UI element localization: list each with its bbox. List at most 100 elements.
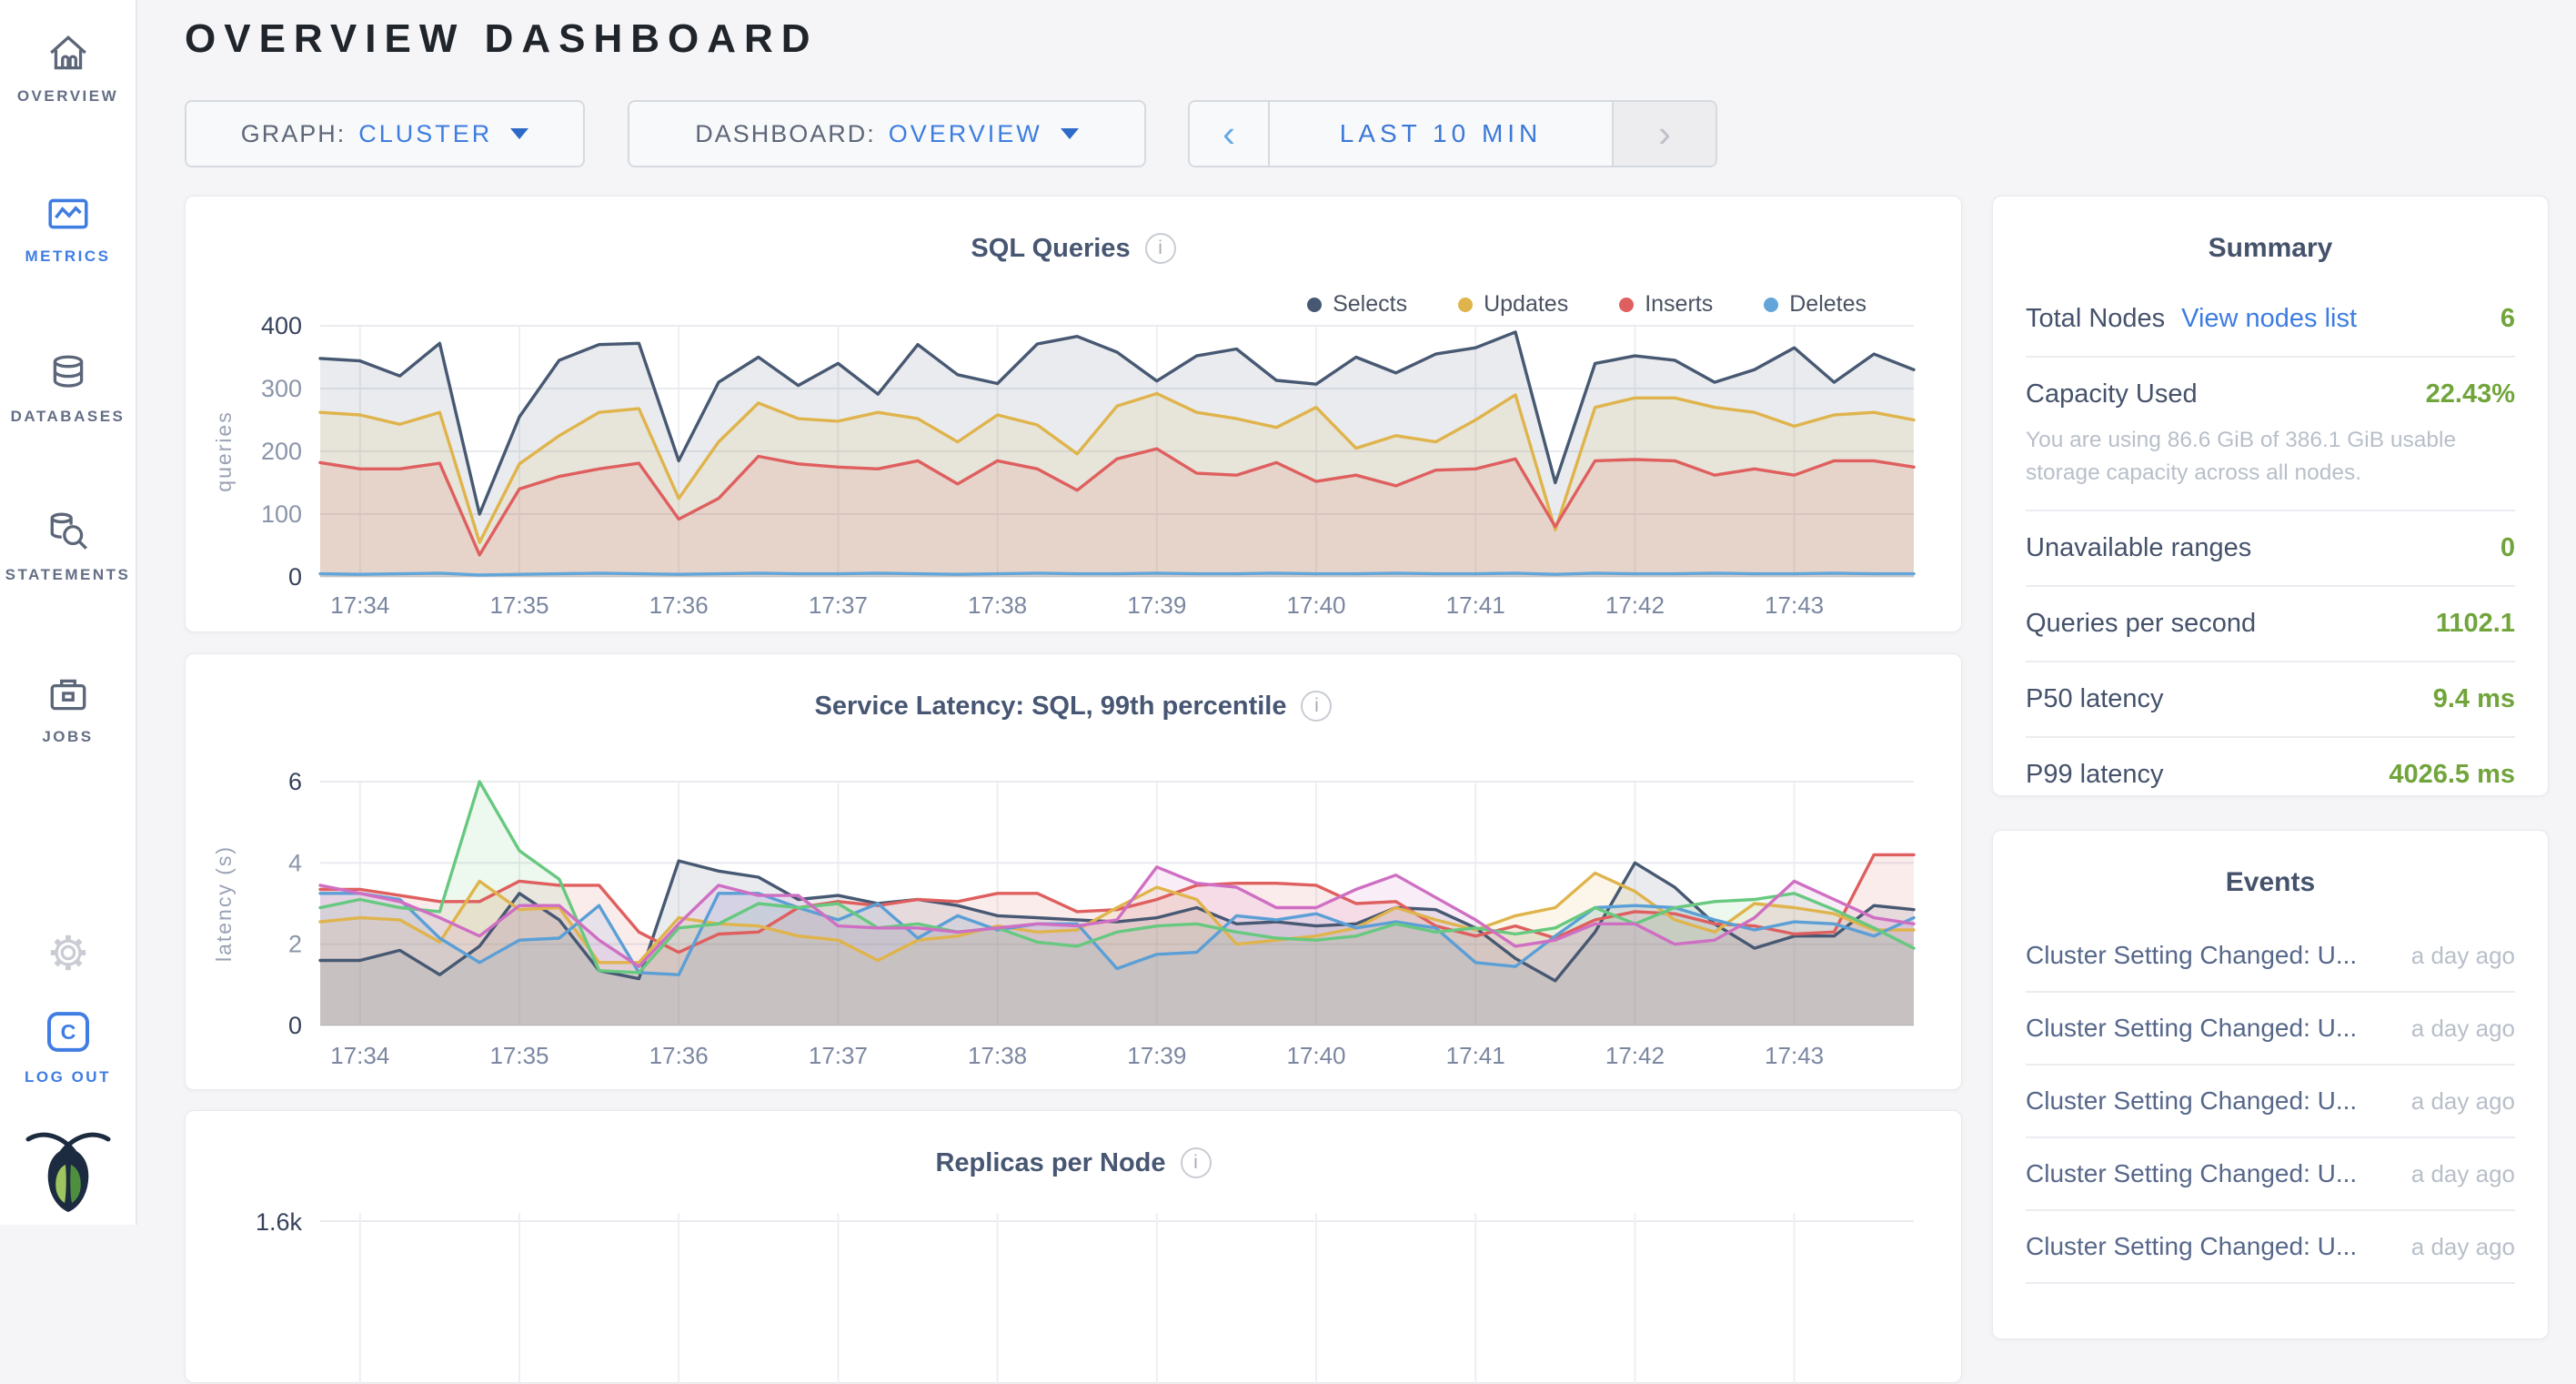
- chevron-down-icon: [1060, 128, 1079, 139]
- event-row: Cluster Setting Changed: U... a day ago: [2026, 993, 2515, 1066]
- page-title: OVERVIEW DASHBOARD: [185, 16, 819, 61]
- chart-legend: Selects Updates Inserts Deletes: [1307, 291, 1867, 318]
- chart-title-row: SQL Queries: [186, 233, 1961, 264]
- summary-label: Total Nodes: [2026, 304, 2166, 333]
- svg-text:17:35: 17:35: [489, 1042, 548, 1069]
- event-label: Cluster Setting Changed: U...: [2026, 1232, 2358, 1260]
- legend-dot: [1764, 297, 1779, 312]
- summary-row-capacity: Capacity Used 22.43%: [2026, 358, 2515, 431]
- event-row: Cluster Setting Changed: U... a day ago: [2026, 1138, 2515, 1211]
- summary-label: Queries per second: [2026, 609, 2257, 638]
- sidebar-item-databases[interactable]: DATABASES: [0, 351, 136, 426]
- svg-text:200: 200: [261, 438, 302, 465]
- graph-dropdown[interactable]: GRAPH: CLUSTER: [185, 100, 585, 167]
- event-time: a day ago: [2410, 1232, 2515, 1260]
- sidebar-item-jobs[interactable]: JOBS: [0, 672, 136, 746]
- svg-text:queries: queries: [212, 410, 236, 491]
- svg-text:0: 0: [288, 1012, 302, 1039]
- event-row: Cluster Setting Changed: U... a day ago: [2026, 1066, 2515, 1138]
- summary-row-total-nodes: Total Nodes View nodes list 6: [2026, 282, 2515, 356]
- svg-text:17:41: 17:41: [1446, 591, 1505, 619]
- sidebar-item-label: JOBS: [42, 728, 94, 745]
- service-latency-card: Service Latency: SQL, 99th percentile 0 2…: [185, 653, 1962, 1090]
- chart-title: Replicas per Node: [935, 1147, 1166, 1177]
- info-icon[interactable]: [1301, 691, 1333, 722]
- sidebar-item-label: LOG OUT: [25, 1068, 111, 1086]
- cockroachdb-logo-icon: [25, 1132, 110, 1212]
- chart-title-row: Service Latency: SQL, 99th percentile: [186, 691, 1961, 722]
- summary-value: 4026.5 ms: [2389, 760, 2515, 789]
- event-row: Cluster Setting Changed: U... a day ago: [2026, 1211, 2515, 1284]
- svg-text:400: 400: [261, 312, 302, 339]
- svg-text:2: 2: [288, 931, 302, 958]
- svg-text:17:42: 17:42: [1605, 1042, 1665, 1069]
- svg-text:300: 300: [261, 375, 302, 402]
- svg-text:17:40: 17:40: [1286, 1042, 1345, 1069]
- svg-text:1.6k: 1.6k: [256, 1208, 303, 1236]
- summary-row-p50: P50 latency 9.4 ms: [2026, 662, 2515, 736]
- event-time: a day ago: [2410, 1014, 2515, 1042]
- svg-text:4: 4: [288, 849, 302, 876]
- service-latency-chart: 0 2 4 6 17:34 17:35 17:36 17:37 17:38 17:39 17:40 1…: [212, 768, 1916, 1069]
- svg-text:C: C: [60, 1020, 75, 1044]
- svg-text:17:39: 17:39: [1127, 591, 1186, 619]
- svg-text:17:41: 17:41: [1446, 1042, 1505, 1069]
- settings-button[interactable]: [0, 932, 136, 974]
- legend-label: Updates: [1484, 291, 1569, 317]
- svg-text:17:38: 17:38: [968, 1042, 1027, 1069]
- svg-text:100: 100: [261, 500, 302, 528]
- sql-queries-chart: 0 100 200 300 400 17:34 17:35 17:36 17:37 17:38 17…: [212, 312, 1916, 619]
- logout-icon: C: [46, 1012, 89, 1052]
- svg-text:17:39: 17:39: [1127, 1042, 1186, 1069]
- database-icon: [53, 355, 83, 388]
- svg-text:latency (s): latency (s): [212, 845, 236, 962]
- event-label: Cluster Setting Changed: U...: [2026, 941, 2358, 969]
- legend-item: Selects: [1307, 291, 1407, 318]
- time-prev-button[interactable]: ‹: [1190, 102, 1270, 166]
- cockroachdb-logo[interactable]: [0, 1125, 136, 1216]
- legend-label: Deletes: [1789, 291, 1867, 317]
- svg-text:17:37: 17:37: [809, 591, 868, 619]
- svg-text:17:42: 17:42: [1605, 591, 1665, 619]
- summary-rows: Total Nodes View nodes list 6 Capacity U…: [2026, 282, 2515, 812]
- view-nodes-list-link[interactable]: View nodes list: [2181, 304, 2358, 333]
- legend-label: Inserts: [1645, 291, 1714, 317]
- time-range-value[interactable]: LAST 10 MIN: [1270, 102, 1612, 166]
- sidebar-item-label: OVERVIEW: [16, 87, 119, 105]
- sidebar-item-metrics[interactable]: METRICS: [0, 191, 136, 266]
- sidebar-item-label: METRICS: [25, 248, 111, 265]
- time-range-control: ‹ LAST 10 MIN ›: [1188, 100, 1717, 167]
- event-label: Cluster Setting Changed: U...: [2026, 1014, 2358, 1042]
- legend-dot: [1619, 297, 1635, 312]
- event-time: a day ago: [2410, 1159, 2515, 1187]
- sql-queries-card: SQL Queries Selects Updates Inserts Dele…: [185, 196, 1962, 632]
- legend-dot: [1307, 297, 1323, 312]
- svg-text:17:35: 17:35: [489, 591, 548, 619]
- sidebar-item-overview[interactable]: OVERVIEW: [0, 31, 136, 106]
- events-panel: Events Cluster Setting Changed: U... a d…: [1992, 830, 2549, 1339]
- event-label: Cluster Setting Changed: U...: [2026, 1086, 2358, 1115]
- legend-label: Selects: [1333, 291, 1408, 317]
- summary-value: 9.4 ms: [2432, 684, 2515, 713]
- summary-value: 1102.1: [2435, 609, 2515, 638]
- dashboard-dropdown-label: DASHBOARD:: [695, 119, 876, 147]
- svg-text:0: 0: [288, 563, 302, 591]
- info-icon[interactable]: [1144, 233, 1176, 264]
- sidebar-item-label: DATABASES: [10, 408, 126, 425]
- summary-title: Summary: [2208, 233, 2333, 263]
- sidebar-item-statements[interactable]: STATEMENTS: [0, 510, 136, 584]
- dashboard-dropdown[interactable]: DASHBOARD: OVERVIEW: [628, 100, 1146, 167]
- svg-text:17:43: 17:43: [1765, 1042, 1824, 1069]
- dashboard-dropdown-value: OVERVIEW: [888, 119, 1042, 147]
- sidebar-item-logout[interactable]: C LOG OUT: [0, 1006, 136, 1086]
- svg-text:17:34: 17:34: [330, 1042, 389, 1069]
- svg-text:17:36: 17:36: [649, 1042, 709, 1069]
- info-icon[interactable]: [1180, 1147, 1212, 1178]
- summary-label: Unavailable ranges: [2026, 533, 2252, 562]
- legend-item: Inserts: [1619, 291, 1713, 318]
- jobs-briefcase-icon: [50, 679, 86, 711]
- time-next-button[interactable]: ›: [1612, 102, 1716, 166]
- toolbar: GRAPH: CLUSTER DASHBOARD: OVERVIEW ‹ LAS…: [185, 100, 1717, 167]
- events-rows: Cluster Setting Changed: U... a day ago …: [2026, 920, 2515, 1284]
- event-time: a day ago: [2410, 1086, 2515, 1115]
